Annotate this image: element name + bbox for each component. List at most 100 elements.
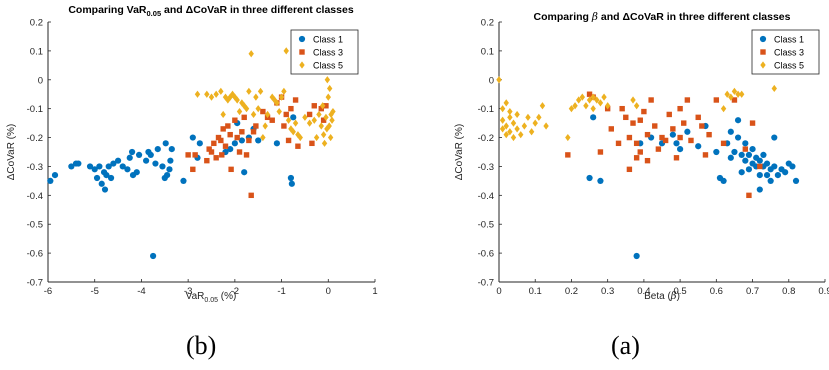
chart2-y-axis-label: ΔCoVaR (%) <box>454 124 465 181</box>
chart1-data-point <box>290 128 296 136</box>
chart1-data-point <box>255 137 262 144</box>
chart2-y-tick-label: -0.3 <box>478 162 494 173</box>
chart1-data-point <box>68 163 75 170</box>
chart2-x-tick-label: 0.2 <box>565 286 578 297</box>
chart1-data-point <box>234 96 240 104</box>
chart1-y-tick-label: -0.2 <box>27 133 43 144</box>
chart1-data-point <box>236 149 243 155</box>
chart1-x-tick-label: -4 <box>137 286 145 297</box>
chart1-data-point <box>318 122 324 130</box>
chart1-data-point <box>196 140 203 147</box>
chart1-data-point <box>101 186 109 193</box>
chart1-data-point <box>189 134 196 141</box>
chart1-data-point <box>292 119 299 127</box>
chart1-data-point <box>124 166 131 173</box>
chart1-data-point <box>246 137 252 144</box>
chart2-legend-label: Class 1 <box>774 35 804 45</box>
chart2-data-point <box>699 123 705 129</box>
chart2-data-point <box>666 111 672 118</box>
chart1-data-point <box>222 93 229 101</box>
chart1-data-point <box>215 134 222 141</box>
chart2-data-point <box>514 110 520 119</box>
chart1-data-point <box>323 113 329 121</box>
chart2-data-point <box>727 128 734 135</box>
chart2-data-point <box>594 96 600 104</box>
chart2-data-point <box>586 174 593 182</box>
chart1-y-tick-label: -0.1 <box>27 104 43 115</box>
chart1-data-point <box>47 177 54 184</box>
chart1-data-point <box>194 90 201 98</box>
chart2-legend-label: Class 3 <box>774 48 804 58</box>
chart2-data-point <box>745 151 753 158</box>
chart2-data-point <box>792 177 800 184</box>
chart2-title-part: Comparing <box>534 11 592 23</box>
chart1-data-point <box>306 119 313 127</box>
chart2-data-point <box>633 252 640 260</box>
chart2-data-point <box>536 113 542 121</box>
chart2-data-point <box>713 148 720 156</box>
chart1-data-point <box>325 93 331 101</box>
chart1-x-axis-label: VaR0.05 (%) <box>186 291 237 304</box>
chart2-data-point <box>731 87 738 95</box>
chart2-data-point <box>543 122 549 130</box>
chart2-data-point <box>749 120 756 126</box>
chart1-data-point <box>321 139 328 147</box>
chart2-data-point <box>662 137 669 144</box>
chart1-data-point <box>180 177 187 184</box>
chart1-data-point <box>126 154 133 161</box>
chart1-y-tick-label: 0.1 <box>30 46 43 57</box>
chart1-data-point <box>211 140 217 147</box>
chart2-data-point <box>734 134 742 141</box>
chart1-data-point <box>248 192 254 199</box>
chart2-data-point <box>579 93 586 101</box>
chart1-data-point <box>329 116 335 124</box>
chart2-y-tick-label: 0 <box>489 75 494 86</box>
chart2-data-point <box>623 114 629 121</box>
chart1-series-class-5 <box>194 47 336 147</box>
chart1-data-point <box>264 110 271 119</box>
chart1-data-point <box>318 105 324 112</box>
chart2-legend-marker <box>759 35 767 43</box>
chart1-data-point <box>147 151 154 158</box>
chart1-data-point <box>257 87 264 95</box>
chart1-data-point <box>302 113 308 121</box>
chart2-data-point <box>633 102 640 110</box>
chart2-x-tick-label: 0.5 <box>674 286 687 297</box>
chart1-data-point <box>204 157 210 164</box>
chart2-data-point <box>518 131 524 139</box>
chart1-data-point <box>222 143 229 149</box>
chart2-data-point <box>713 97 720 103</box>
chart2-x-tick-label: 0 <box>496 286 501 297</box>
chart2-data-point <box>641 108 647 115</box>
chart2-x-tick-label: 0.7 <box>746 286 759 297</box>
chart1-data-point <box>297 133 303 142</box>
chart2-data-point <box>771 84 777 93</box>
chart2-data-point <box>720 177 727 184</box>
chart1-data-point <box>128 148 136 156</box>
chart1-data-point <box>273 140 280 147</box>
chart2-data-point <box>659 134 665 141</box>
chart1-data-point <box>159 163 166 170</box>
chart2-series-class-1 <box>586 114 800 260</box>
chart2-data-point <box>760 151 767 158</box>
chart2-data-point <box>637 117 643 123</box>
chart1-data-point <box>98 180 105 187</box>
chart1-data-point <box>241 169 248 176</box>
chart2-title-part: CoVaR in three different classes <box>630 11 791 23</box>
chart2-data-point <box>727 154 734 161</box>
chart2-data-point <box>575 96 582 104</box>
chart2-x-tick-label: 0.8 <box>782 286 795 297</box>
chart2-data-point <box>644 131 651 138</box>
chart1-data-point <box>248 50 254 58</box>
chart2-y-tick-label: 0.2 <box>481 18 494 29</box>
chart1-data-point <box>278 93 285 101</box>
chart2-data-point <box>763 172 771 179</box>
chart1-data-point <box>166 166 173 173</box>
chart2-data-point <box>695 143 702 150</box>
chart2-x-tick-label: 0.1 <box>529 286 542 297</box>
chart2-data-point <box>771 163 778 170</box>
chart1-y-tick-label: -0.7 <box>27 278 43 289</box>
chart2-data-point <box>590 114 597 121</box>
chart2-data-point <box>539 102 546 110</box>
chart2-data-point <box>503 122 509 130</box>
